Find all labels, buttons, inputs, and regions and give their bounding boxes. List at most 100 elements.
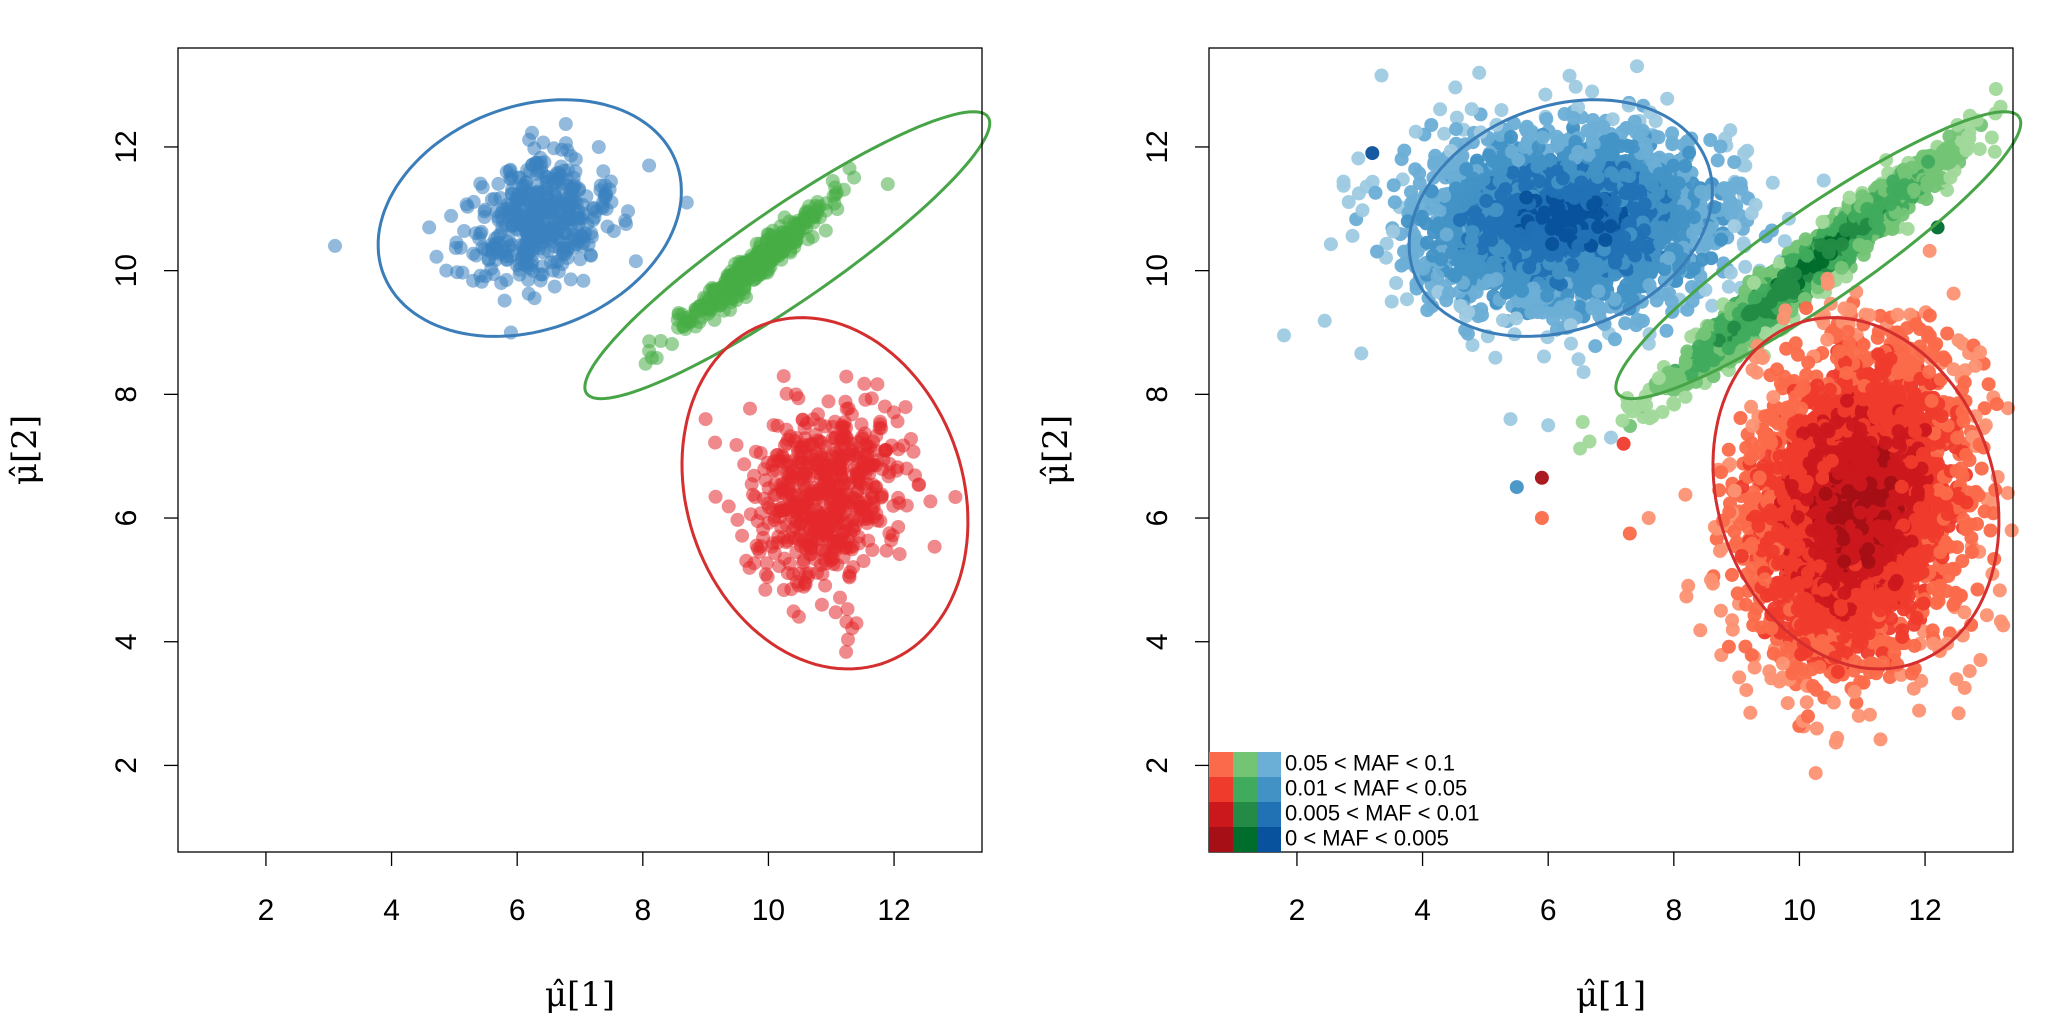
data-point xyxy=(811,487,826,501)
data-point xyxy=(1336,174,1351,189)
data-point xyxy=(838,394,853,409)
data-point xyxy=(829,185,844,200)
data-point xyxy=(444,208,459,223)
data-point xyxy=(546,239,561,254)
data-point xyxy=(841,632,855,647)
data-point xyxy=(584,248,598,263)
data-point xyxy=(818,223,833,238)
data-point xyxy=(830,449,845,464)
y-tick-label: 2 xyxy=(110,757,143,774)
data-point xyxy=(1575,415,1590,429)
data-point xyxy=(1431,216,1446,231)
data-point xyxy=(1566,111,1581,125)
data-point xyxy=(892,547,907,562)
data-point xyxy=(1626,139,1641,154)
data-point xyxy=(1551,201,1566,216)
data-point xyxy=(899,461,914,476)
data-point xyxy=(1365,174,1380,189)
data-point xyxy=(642,344,657,358)
data-point xyxy=(1412,166,1427,181)
data-point xyxy=(1455,198,1470,213)
data-point xyxy=(1630,312,1645,327)
data-point xyxy=(838,488,853,503)
data-point xyxy=(1408,124,1423,139)
data-point xyxy=(746,272,761,287)
data-point xyxy=(1554,261,1568,276)
data-point xyxy=(1355,203,1370,218)
data-point xyxy=(1665,137,1680,152)
y-tick-label: 10 xyxy=(110,254,143,287)
data-point xyxy=(859,438,874,453)
data-point xyxy=(1574,175,1589,190)
data-point xyxy=(591,140,606,154)
data-point xyxy=(1672,204,1687,219)
data-point xyxy=(1583,125,1598,140)
data-point xyxy=(1590,169,1605,184)
data-point xyxy=(1472,258,1487,273)
data-point xyxy=(807,524,822,539)
data-point xyxy=(1386,178,1401,193)
data-point xyxy=(884,438,899,453)
data-point xyxy=(1532,174,1547,189)
data-point xyxy=(1500,217,1514,232)
data-point xyxy=(1537,349,1551,364)
data-point xyxy=(559,211,574,226)
data-point xyxy=(665,337,679,351)
data-point xyxy=(1604,147,1619,162)
data-point xyxy=(802,199,817,214)
left-points-layer xyxy=(328,117,963,659)
data-point xyxy=(1686,210,1701,225)
data-point xyxy=(877,399,892,414)
data-point xyxy=(521,272,536,287)
data-point xyxy=(1374,68,1389,83)
data-point xyxy=(547,141,561,156)
data-point xyxy=(449,235,464,250)
right-points-layer xyxy=(1277,59,2019,781)
data-point xyxy=(1491,158,1506,173)
data-point xyxy=(1721,279,1736,294)
data-point xyxy=(1341,195,1356,209)
data-point xyxy=(1591,284,1606,299)
data-point xyxy=(768,476,783,491)
data-point xyxy=(803,541,818,556)
data-point xyxy=(455,265,470,280)
data-point xyxy=(1598,233,1613,247)
data-point xyxy=(638,356,653,371)
data-point xyxy=(642,158,657,173)
data-point xyxy=(621,204,635,219)
data-point xyxy=(1564,336,1578,351)
data-point xyxy=(1524,305,1539,320)
data-point xyxy=(653,334,668,348)
data-point xyxy=(1535,210,1550,225)
data-point xyxy=(1588,339,1603,354)
data-point xyxy=(783,245,798,260)
data-point xyxy=(698,412,713,427)
data-point xyxy=(619,217,633,232)
data-point xyxy=(535,267,550,282)
data-point xyxy=(1716,256,1731,271)
data-point xyxy=(1765,175,1780,190)
data-point xyxy=(857,376,872,391)
data-point xyxy=(520,207,534,222)
data-point xyxy=(576,273,591,288)
data-point xyxy=(1448,80,1463,95)
data-point xyxy=(1652,236,1667,251)
data-point xyxy=(760,265,775,280)
data-point xyxy=(457,224,472,238)
data-point xyxy=(721,499,736,514)
left-x-axis-title: μ̂[1] xyxy=(545,975,615,1015)
data-point xyxy=(840,602,855,617)
data-point xyxy=(1666,158,1681,173)
x-tick-label: 2 xyxy=(258,894,275,927)
data-point xyxy=(563,272,578,287)
y-tick-label: 4 xyxy=(110,633,143,650)
data-point xyxy=(1591,219,1606,234)
data-point xyxy=(891,490,906,505)
data-point xyxy=(884,533,899,548)
data-point xyxy=(497,293,512,308)
x-tick-label: 8 xyxy=(634,894,651,927)
data-point xyxy=(566,181,581,196)
data-point xyxy=(1509,311,1524,326)
data-point xyxy=(1571,352,1586,367)
